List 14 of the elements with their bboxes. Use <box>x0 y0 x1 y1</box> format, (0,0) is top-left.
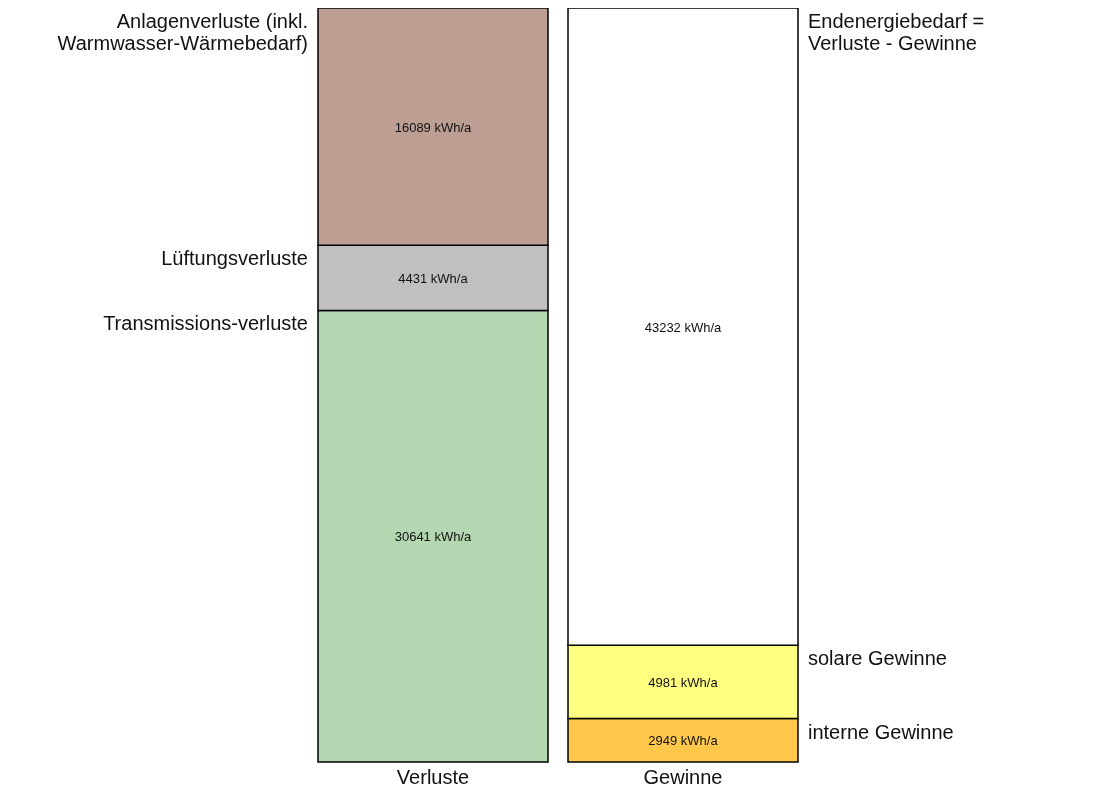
data-label: 30641 kWh/a <box>394 529 473 545</box>
data-label: 16089 kWh/a <box>394 119 473 135</box>
series-label: Endenergiebedarf = Verluste - Gewinne <box>808 10 985 54</box>
series-label: Anlagenverluste (inkl. Warmwasser-Wärmebedarf) <box>57 10 308 55</box>
data-label: 4431 kWh/a <box>398 270 469 286</box>
data-label: 4981 kWh/a <box>648 674 719 690</box>
x-tick-label: Gewinne <box>643 766 723 789</box>
data-label: 43232 kWh/a <box>644 319 723 335</box>
series-label: interne Gewinne <box>808 720 954 743</box>
series-label: Transmissions-verluste <box>103 312 308 335</box>
series-label: solare Gewinne <box>808 647 947 670</box>
data-label: 2949 kWh/a <box>648 733 719 749</box>
x-tick-label: Verluste <box>396 766 470 789</box>
series-label: Lüftungsverluste <box>161 247 308 270</box>
